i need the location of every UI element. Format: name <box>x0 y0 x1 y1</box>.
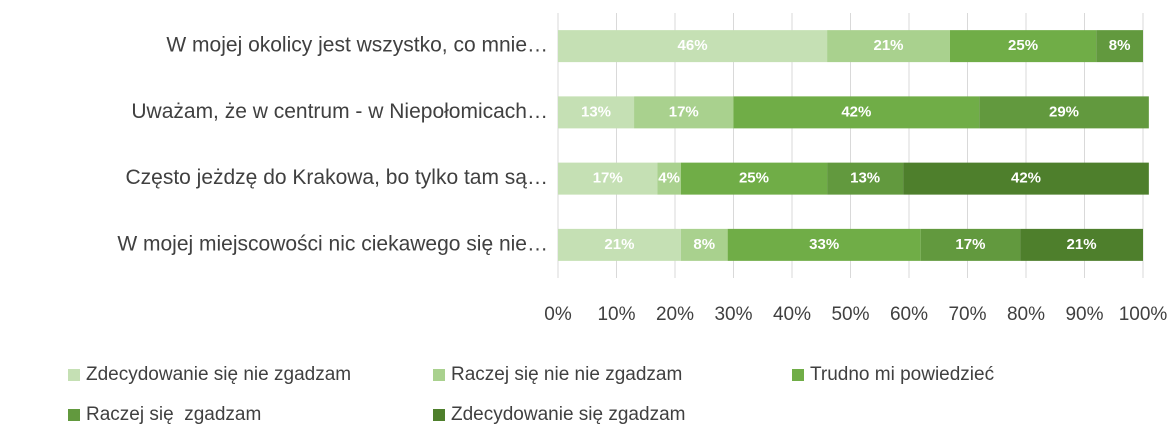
legend-swatch <box>792 369 804 381</box>
x-tick-label: 70% <box>948 304 986 325</box>
data-label: 13% <box>850 170 880 187</box>
bar-segment <box>680 228 728 261</box>
data-label: 33% <box>809 236 839 253</box>
data-label: 46% <box>678 37 708 54</box>
bar-segment <box>903 162 1149 195</box>
legend-swatch <box>68 409 80 421</box>
x-tick-label: 90% <box>1065 304 1103 325</box>
data-label: 21% <box>1067 236 1097 253</box>
x-tick-label: 30% <box>714 304 752 325</box>
data-label: 25% <box>739 170 769 187</box>
data-label: 8% <box>1109 37 1131 54</box>
bar-segment <box>558 228 681 261</box>
bar-segment <box>1096 30 1143 63</box>
data-label: 42% <box>1011 170 1041 187</box>
data-label: 21% <box>874 37 904 54</box>
bar-segment <box>634 96 734 129</box>
data-label: 25% <box>1008 37 1038 54</box>
bar-segment <box>558 162 658 195</box>
data-label: 42% <box>841 103 871 120</box>
bar-segment <box>733 96 980 129</box>
x-tick-label: 100% <box>1119 304 1168 325</box>
legend-label: Trudno mi powiedzieć <box>810 364 994 385</box>
x-tick-label: 50% <box>831 304 869 325</box>
data-label: 29% <box>1049 103 1079 120</box>
x-tick-label: 80% <box>1007 304 1045 325</box>
bar-segment <box>949 30 1097 63</box>
legend-label: Raczej się zgadzam <box>86 404 261 425</box>
legend-swatch <box>433 369 445 381</box>
bar-segment <box>727 228 921 261</box>
bar-segment <box>827 30 950 63</box>
legend-label: Zdecydowanie się zgadzam <box>451 404 685 425</box>
category-label: Często jeżdzę do Krakowa, bo tylko tam s… <box>125 166 548 189</box>
data-label: 13% <box>581 103 611 120</box>
data-label: 4% <box>658 170 680 187</box>
data-label: 21% <box>604 236 634 253</box>
x-tick-label: 20% <box>656 304 694 325</box>
bar-segment <box>920 228 1021 261</box>
x-tick-label: 10% <box>597 304 635 325</box>
bar-segment <box>558 30 828 63</box>
category-label: W mojej miejscowości nic ciekawego się n… <box>117 232 548 255</box>
data-label: 17% <box>593 170 623 187</box>
bar-segment <box>558 96 635 129</box>
category-label: W mojej okolicy jest wszystko, co mnie… <box>166 34 548 57</box>
data-label: 17% <box>669 103 699 120</box>
bar-segment <box>827 162 904 195</box>
data-label: 17% <box>955 236 985 253</box>
category-label: Uważam, że w centrum - w Niepołomicach… <box>131 100 548 123</box>
bar-segment <box>680 162 828 195</box>
x-tick-label: 40% <box>773 304 811 325</box>
legend-label: Zdecydowanie się nie zgadzam <box>86 364 351 385</box>
legend-swatch <box>433 409 445 421</box>
legend-label: Raczej się nie nie zgadzam <box>451 364 682 385</box>
legend-swatch <box>68 369 80 381</box>
x-tick-label: 0% <box>544 304 572 325</box>
bar-segment <box>1020 228 1143 261</box>
data-label: 8% <box>693 236 715 253</box>
bar-segment <box>979 96 1149 129</box>
bar-segment <box>657 162 681 195</box>
x-tick-label: 60% <box>890 304 928 325</box>
